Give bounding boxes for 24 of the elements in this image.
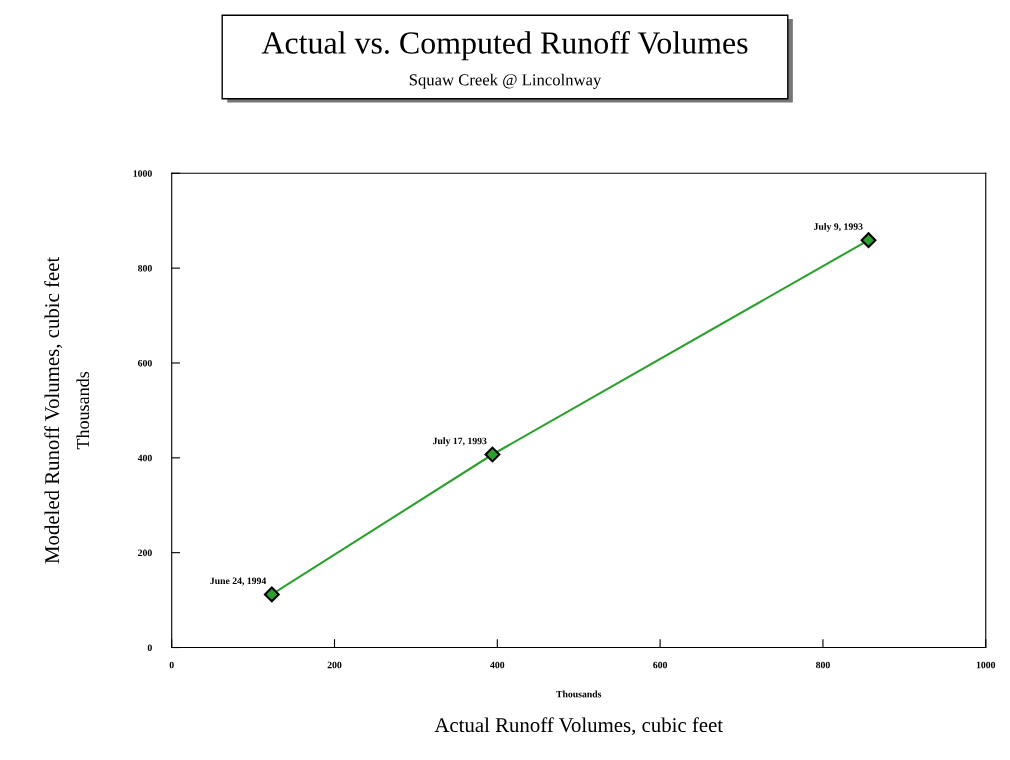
- text: Thousands: [76, 371, 90, 450]
- y-tick-label: 800: [138, 265, 152, 272]
- annotation: July 9, 1993: [813, 222, 863, 232]
- point: [263, 586, 280, 603]
- x-axis-title: Actual Runoff Volumes, cubic feet: [434, 717, 723, 736]
- annotation: July 17, 1993: [433, 437, 487, 447]
- y-axis-title: Modeled Runoff Volumes, cubic feet: [44, 256, 63, 564]
- annotation: June 24, 1994: [210, 577, 267, 586]
- y-tick-label: 400: [137, 454, 152, 462]
- text: Thousands: [556, 690, 602, 698]
- point: [484, 446, 501, 463]
- y-tick-label: 0: [147, 644, 152, 651]
- x-tick-label: 600: [653, 661, 668, 669]
- y-tick-label: 200: [138, 549, 152, 557]
- y-tick-label: 1000: [133, 170, 152, 177]
- x-tick-label: 0: [169, 661, 174, 669]
- x-tick-label: 800: [815, 661, 830, 669]
- point: [860, 232, 877, 249]
- chart-title: Actual vs. Computed Runoff Volumes: [261, 30, 748, 61]
- x-tick-label: 400: [490, 661, 505, 669]
- y-tick-label: 600: [138, 359, 152, 367]
- chart-subtitle: Squaw Creek @ Lincolnway: [409, 73, 602, 89]
- x-tick-label: 1000: [976, 661, 996, 669]
- x-tick-label: 200: [327, 661, 342, 669]
